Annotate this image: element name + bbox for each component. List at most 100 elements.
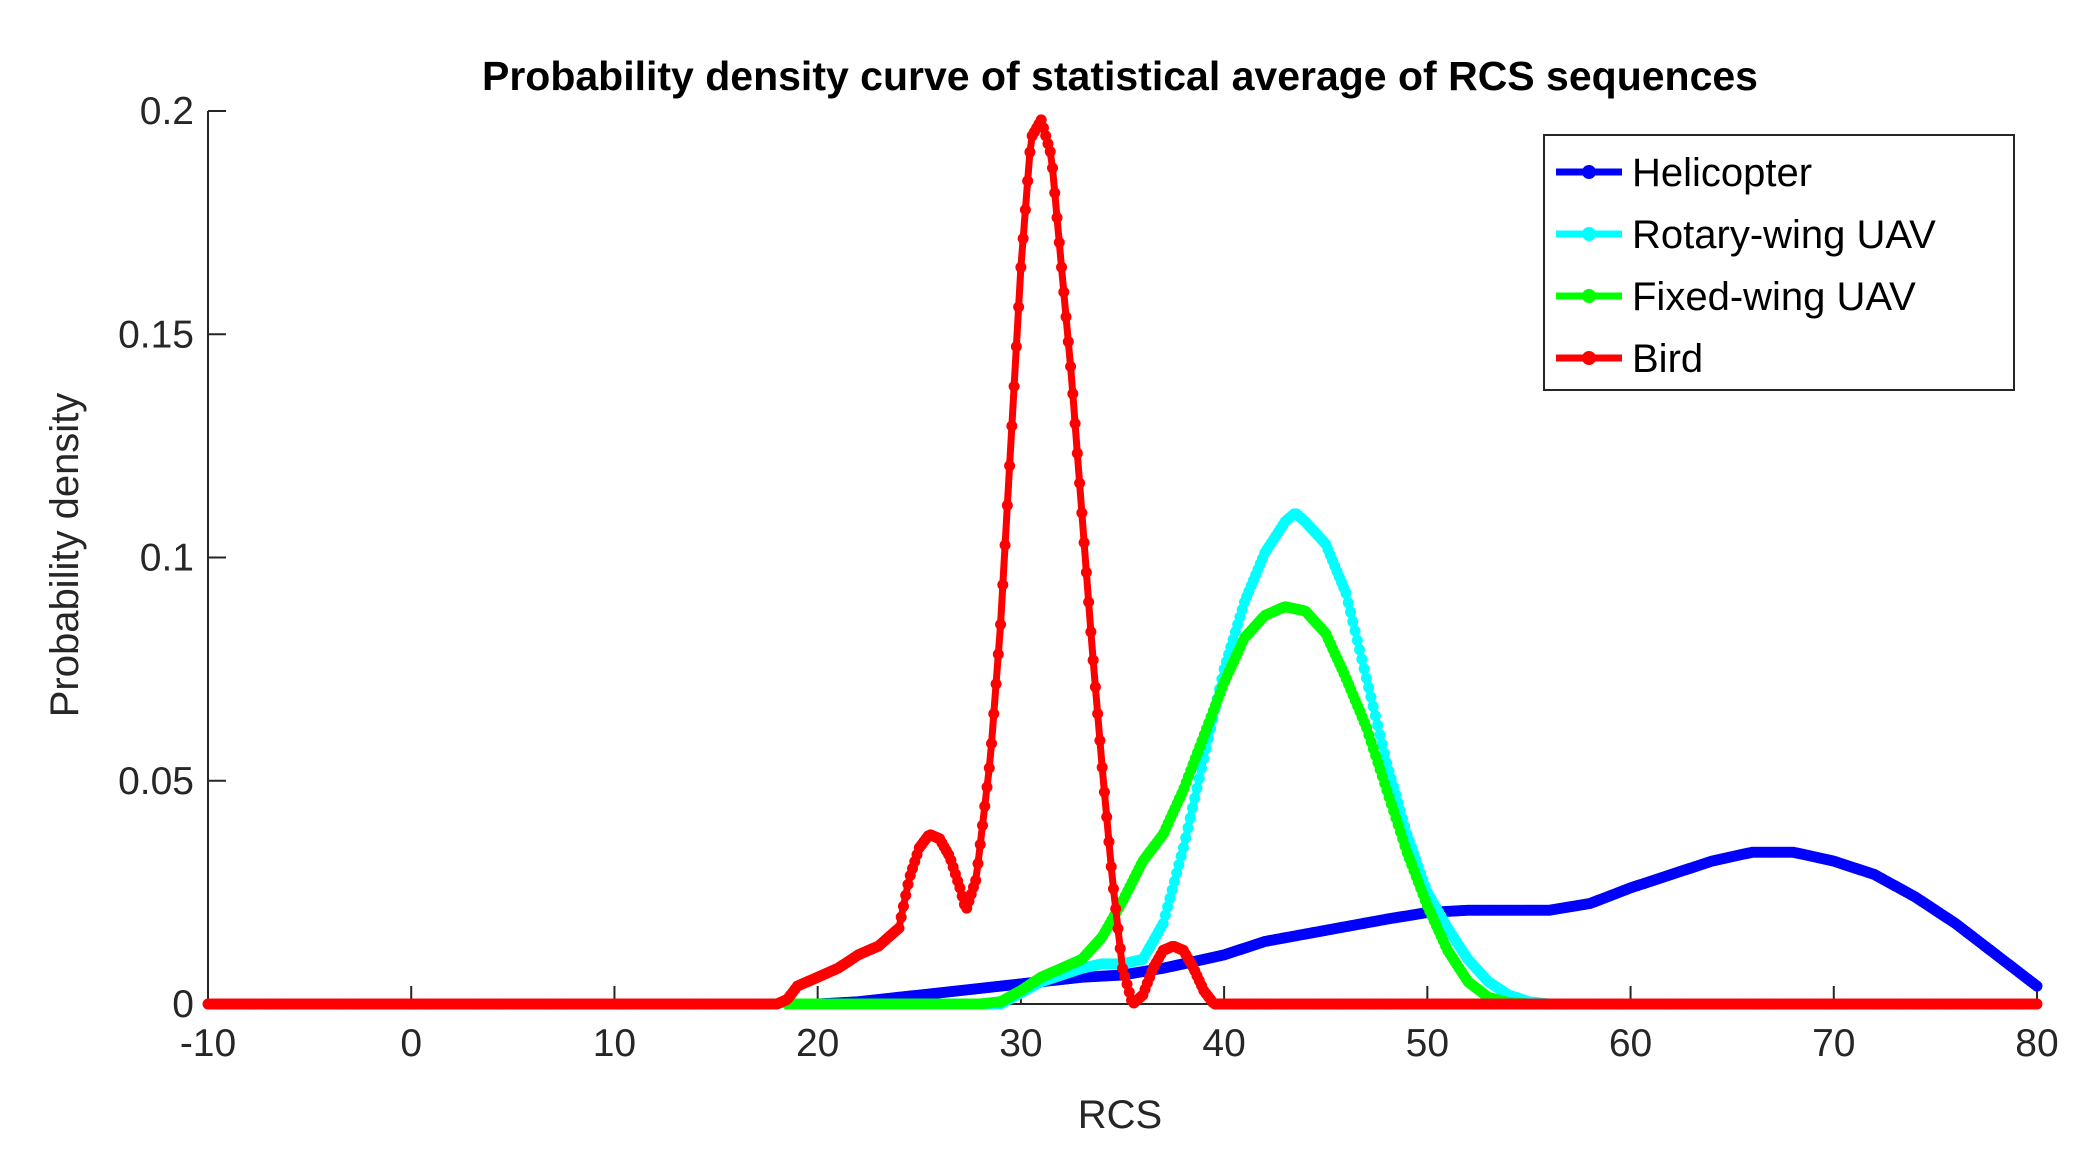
- series-point: [1085, 626, 1097, 638]
- legend-swatch-marker: [1582, 289, 1596, 303]
- y-tick-label: 0.2: [140, 90, 194, 133]
- series-point: [1006, 420, 1018, 432]
- series-point: [972, 858, 984, 870]
- legend-swatch-marker: [1582, 165, 1596, 179]
- series-point: [1092, 708, 1104, 720]
- series-point: [1189, 792, 1201, 804]
- y-axis-label: Probability density: [43, 393, 87, 718]
- series-point: [1180, 832, 1192, 844]
- series-point: [1053, 236, 1065, 248]
- series-point: [1074, 477, 1086, 489]
- series-point: [1157, 918, 1169, 930]
- series-point: [1013, 301, 1025, 313]
- series-point: [983, 762, 995, 774]
- series-point: [1083, 596, 1095, 608]
- series-bird: [202, 114, 2043, 1010]
- legend-swatch-marker: [1582, 351, 1596, 365]
- legend-label: Fixed-wing UAV: [1632, 275, 1916, 319]
- series-point: [1356, 653, 1368, 665]
- series-point: [1367, 700, 1379, 712]
- series-point: [986, 738, 998, 750]
- series-point: [1191, 782, 1203, 794]
- legend-item: Bird: [1556, 337, 1703, 381]
- series-point: [1365, 691, 1377, 703]
- legend-label: Rotary-wing UAV: [1632, 213, 1936, 257]
- series-point: [1342, 597, 1354, 609]
- x-tick-label: -10: [180, 1022, 236, 1065]
- x-tick-label: 20: [796, 1022, 839, 1065]
- y-tick-label: 0.15: [118, 313, 194, 356]
- series-point: [970, 874, 982, 886]
- series-point: [1049, 187, 1061, 199]
- x-axis-label: RCS: [1078, 1093, 1162, 1137]
- series-point: [1369, 710, 1381, 722]
- series-point: [1105, 861, 1117, 873]
- series-point: [1010, 341, 1022, 353]
- series-point: [1372, 719, 1384, 731]
- series-point: [1051, 212, 1063, 224]
- x-tick-label: 70: [1812, 1022, 1855, 1065]
- legend-swatch-marker: [1582, 227, 1596, 241]
- series-point: [1114, 942, 1126, 954]
- y-tick-label: 0.1: [140, 537, 194, 580]
- y-tick-label: 0: [172, 983, 194, 1026]
- series-point: [2031, 998, 2043, 1010]
- series-point: [1101, 811, 1113, 823]
- series-point: [1171, 867, 1183, 879]
- series-point: [997, 579, 1009, 591]
- series-helicopter: [812, 846, 2043, 1010]
- series-point: [1004, 460, 1016, 472]
- series-point: [1015, 261, 1027, 273]
- series-point: [1376, 738, 1388, 750]
- series-point: [1363, 681, 1375, 693]
- series-point: [1065, 361, 1077, 372]
- series-point: [988, 708, 1000, 720]
- series-point: [1062, 336, 1074, 348]
- y-tick-label: 0.05: [118, 760, 194, 803]
- series-point: [1056, 261, 1068, 273]
- series-point: [992, 648, 1004, 660]
- series-point: [1044, 146, 1056, 158]
- series-point: [1024, 146, 1036, 158]
- series-point: [1175, 850, 1187, 862]
- series-point: [1076, 507, 1088, 519]
- series-line: [783, 603, 1533, 1008]
- series-point: [1358, 663, 1370, 675]
- series-point: [977, 819, 988, 831]
- series-point: [1351, 634, 1363, 646]
- series-point: [1019, 204, 1031, 216]
- series-group: [202, 114, 2043, 1010]
- x-tick-label: 30: [999, 1022, 1042, 1065]
- series-point: [979, 800, 991, 812]
- series-point: [1078, 537, 1090, 549]
- series-point: [1022, 175, 1034, 187]
- series-point: [999, 539, 1011, 551]
- series-point: [1162, 901, 1174, 913]
- series-point: [1347, 616, 1359, 627]
- series-point: [1080, 566, 1092, 578]
- series-point: [1164, 892, 1176, 904]
- series-point: [895, 911, 907, 923]
- series-point: [1087, 654, 1099, 666]
- y-axis-ticks: 0 0.05 0.1 0.15 0.2: [118, 90, 226, 1026]
- series-point: [1360, 672, 1372, 684]
- legend-item: Rotary-wing UAV: [1556, 213, 1936, 257]
- series-point: [2031, 980, 2043, 992]
- series-point: [1071, 447, 1083, 459]
- series-point: [1008, 380, 1020, 392]
- series-point: [1096, 761, 1108, 773]
- series-point: [995, 618, 1007, 630]
- series-point: [1089, 681, 1101, 693]
- legend-item: Fixed-wing UAV: [1556, 275, 1916, 319]
- legend-label: Bird: [1632, 337, 1703, 381]
- x-tick-label: 50: [1406, 1022, 1449, 1065]
- series-point: [1017, 233, 1029, 244]
- series-point: [1177, 842, 1189, 854]
- series-point: [1187, 802, 1198, 814]
- series-point: [902, 878, 914, 890]
- series-point: [1110, 903, 1122, 915]
- series-point: [954, 882, 966, 894]
- legend-label: Helicopter: [1632, 151, 1812, 195]
- series-point: [1047, 162, 1058, 174]
